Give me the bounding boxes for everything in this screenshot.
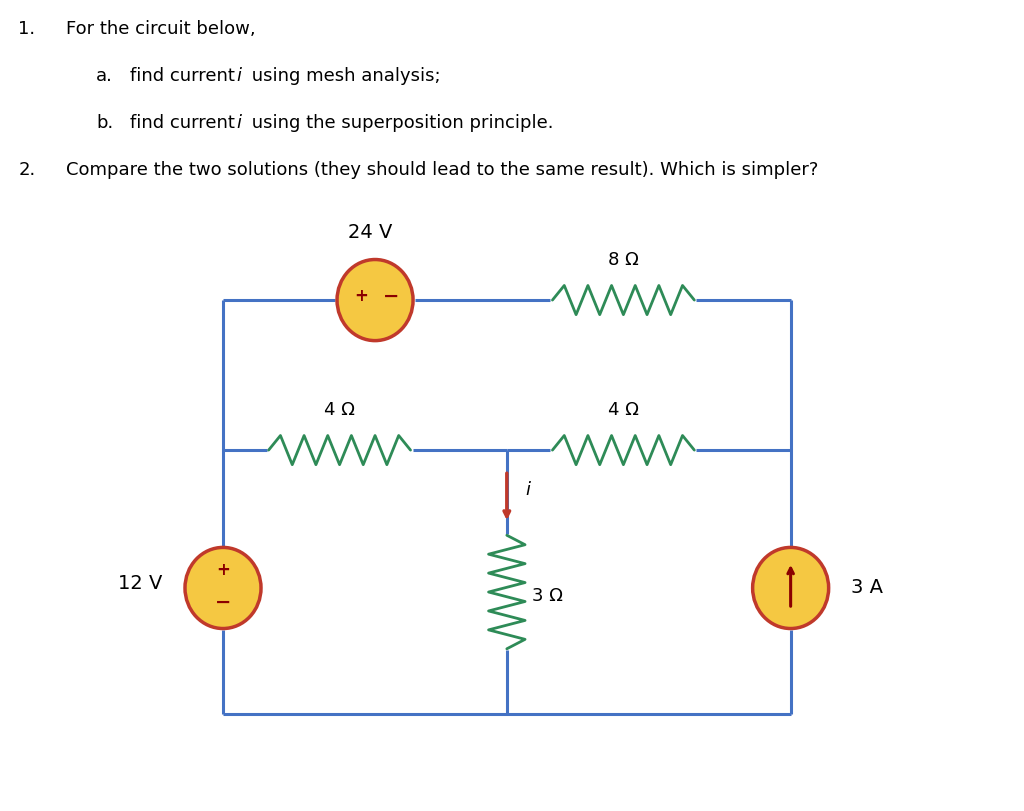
Text: b.: b. [96, 114, 114, 132]
Text: 3 A: 3 A [852, 578, 884, 598]
Ellipse shape [337, 260, 413, 341]
Text: 2.: 2. [18, 161, 36, 179]
Text: +: + [216, 561, 230, 579]
Text: 4 Ω: 4 Ω [325, 401, 355, 419]
Text: i: i [237, 67, 242, 85]
Text: $i$: $i$ [525, 481, 532, 500]
Text: 3 Ω: 3 Ω [532, 587, 563, 605]
Text: 1.: 1. [18, 20, 36, 38]
Text: 24 V: 24 V [348, 223, 392, 242]
Text: find current: find current [130, 67, 241, 85]
Text: a.: a. [96, 67, 114, 85]
Text: −: − [383, 286, 399, 306]
Ellipse shape [753, 547, 828, 629]
Text: 12 V: 12 V [118, 574, 162, 594]
Text: Compare the two solutions (they should lead to the same result). Which is simple: Compare the two solutions (they should l… [66, 161, 818, 179]
Text: i: i [237, 114, 242, 132]
Text: −: − [215, 593, 231, 612]
Text: +: + [354, 287, 368, 305]
Text: find current: find current [130, 114, 241, 132]
Text: 4 Ω: 4 Ω [608, 401, 639, 419]
Ellipse shape [185, 547, 261, 629]
Text: 8 Ω: 8 Ω [608, 251, 639, 269]
Text: For the circuit below,: For the circuit below, [66, 20, 256, 38]
Text: using mesh analysis;: using mesh analysis; [247, 67, 441, 85]
Text: using the superposition principle.: using the superposition principle. [247, 114, 554, 132]
